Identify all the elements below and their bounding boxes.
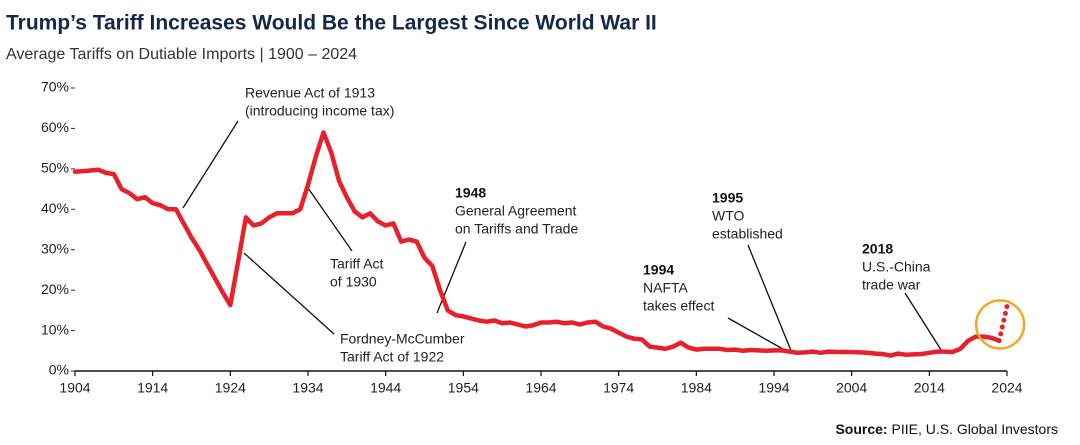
annotation-year: 2018 [862, 241, 893, 257]
annotation-text: (introducing income tax) [245, 103, 394, 119]
x-tick-label: 1984 [681, 380, 712, 396]
annotation-leader [727, 317, 791, 354]
y-tick-label: 40% [41, 200, 69, 216]
annotation-leader [747, 244, 793, 354]
source-text: PIIE, U.S. Global Investors [891, 421, 1058, 437]
annotation-text: General Agreement [455, 203, 577, 219]
x-tick-label: 1974 [603, 380, 634, 396]
annotation-text: trade war [862, 277, 921, 293]
annotation-leader [436, 241, 467, 314]
x-tick-label: 2014 [914, 380, 945, 396]
x-tick-label: 1964 [525, 380, 556, 396]
x-tick-label: 1934 [292, 380, 323, 396]
chart-subtitle: Average Tariffs on Dutiable Imports | 19… [6, 46, 357, 63]
annotation-text: Fordney-McCumber [340, 331, 465, 347]
source-label: Source: [835, 421, 887, 437]
source: Source: PIIE, U.S. Global Investors [835, 421, 1058, 437]
y-tick-label: 20% [41, 281, 69, 297]
annotation-text: NAFTA [643, 280, 689, 296]
annotation-text: on Tariffs and Trade [455, 221, 578, 237]
annotation-text: U.S.-China [862, 259, 931, 275]
y-tick-label: 0% [49, 362, 69, 378]
annotation-year: 1948 [455, 185, 486, 201]
x-tick-label: 1924 [215, 380, 246, 396]
annotation-text: Tariff Act [330, 256, 384, 272]
x-tick-label: 1944 [370, 380, 401, 396]
y-tick-label: 30% [41, 240, 69, 256]
annotation-leader [243, 252, 335, 335]
annotation-year: 1995 [712, 190, 743, 206]
annotation-leader [904, 292, 944, 354]
chart-title: Trump’s Tariff Increases Would Be the La… [6, 12, 657, 35]
x-tick-label: 1994 [758, 380, 789, 396]
y-tick-label: 50% [41, 160, 69, 176]
annotation-text: Tariff Act of 1922 [340, 349, 444, 365]
x-tick-label: 2004 [836, 380, 867, 396]
annotation-text: established [712, 226, 783, 242]
annotation-text: takes effect [643, 298, 714, 314]
highlight-circle [974, 299, 1026, 350]
annotation-leader [307, 187, 353, 252]
annotation-text: Revenue Act of 1913 [245, 85, 375, 101]
annotation-year: 1994 [643, 262, 674, 278]
x-tick-label: 2024 [991, 380, 1022, 396]
x-tick-label: 1904 [59, 380, 90, 396]
y-tick-label: 10% [41, 321, 69, 337]
y-tick-label: 70% [41, 79, 69, 95]
x-tick-label: 1954 [448, 380, 479, 396]
annotation-text: of 1930 [330, 274, 377, 290]
y-tick-label: 60% [41, 119, 69, 135]
data-line [72, 130, 1002, 358]
annotation-text: WTO [712, 208, 745, 224]
data-line [996, 303, 1010, 344]
x-tick-label: 1914 [137, 380, 168, 396]
annotation-leader [182, 120, 239, 209]
